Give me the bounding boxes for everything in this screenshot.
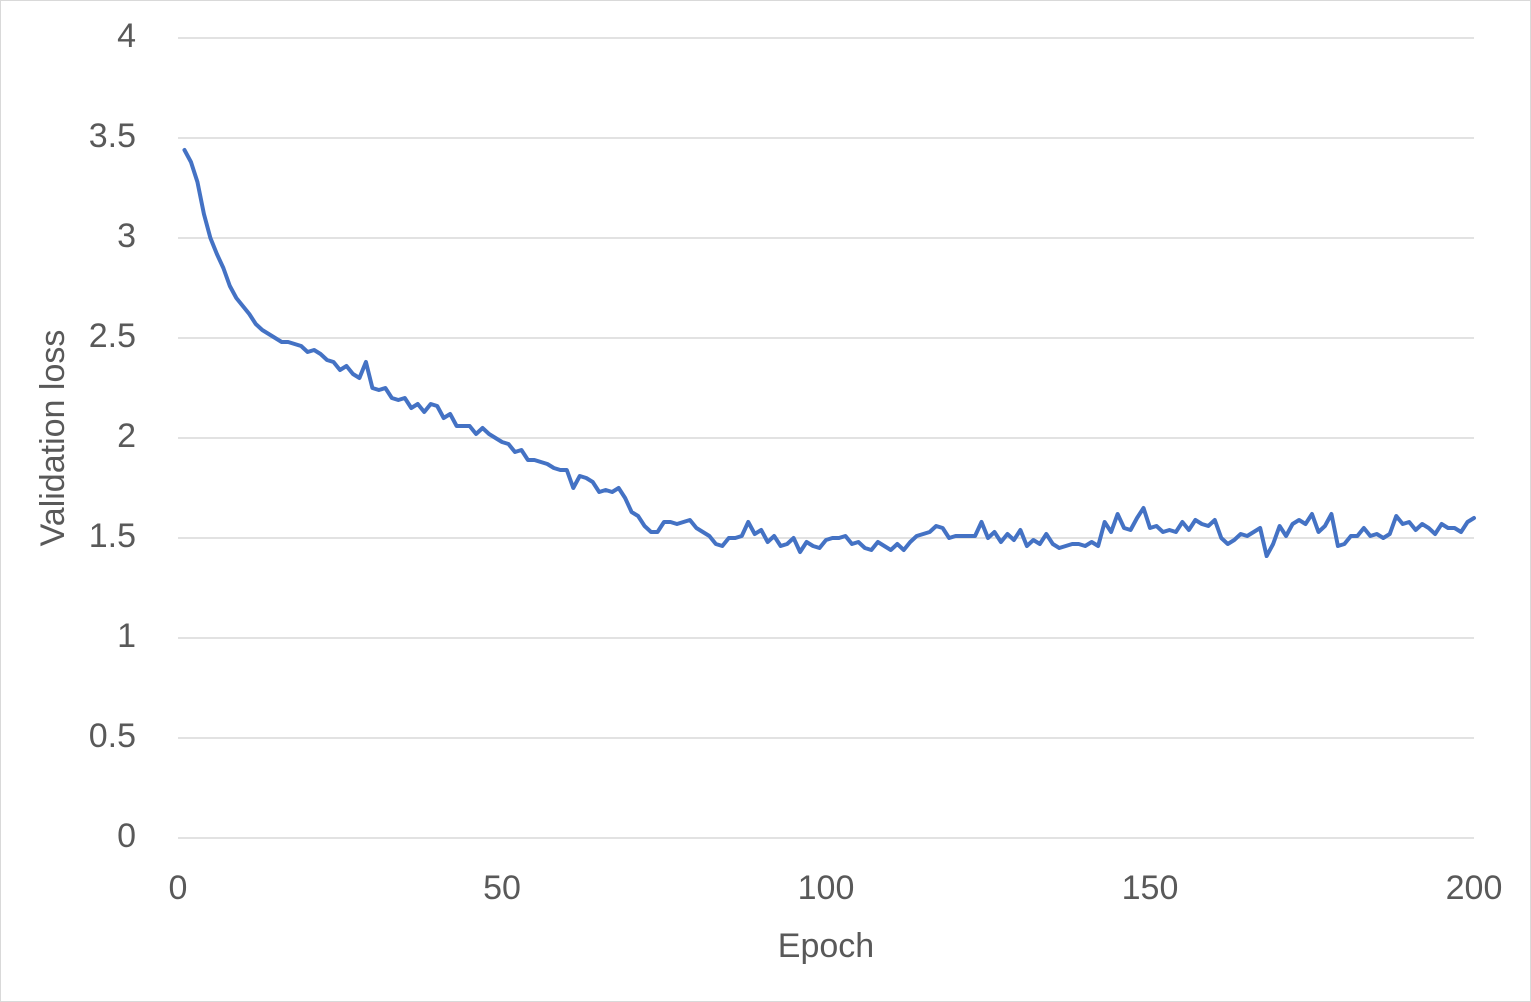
x-tick-label: 100 <box>798 869 855 907</box>
y-tick-label: 1.5 <box>89 517 136 555</box>
y-tick-label: 0.5 <box>89 717 136 755</box>
x-tick-label: 0 <box>169 869 188 907</box>
x-axis-label: Epoch <box>778 927 874 965</box>
y-tick-label: 2 <box>117 417 136 455</box>
y-tick-label: 4 <box>117 17 136 55</box>
data-line <box>182 148 1476 558</box>
x-tick-label: 150 <box>1122 869 1179 907</box>
y-tick-label: 0 <box>117 817 136 855</box>
y-tick-label: 1 <box>117 617 136 655</box>
y-tick-label: 3 <box>117 217 136 255</box>
x-tick-label: 50 <box>483 869 521 907</box>
y-axis-label: Validation loss <box>34 330 72 547</box>
y-tick-label: 3.5 <box>89 117 136 155</box>
x-tick-label: 200 <box>1446 869 1503 907</box>
y-tick-label: 2.5 <box>89 317 136 355</box>
